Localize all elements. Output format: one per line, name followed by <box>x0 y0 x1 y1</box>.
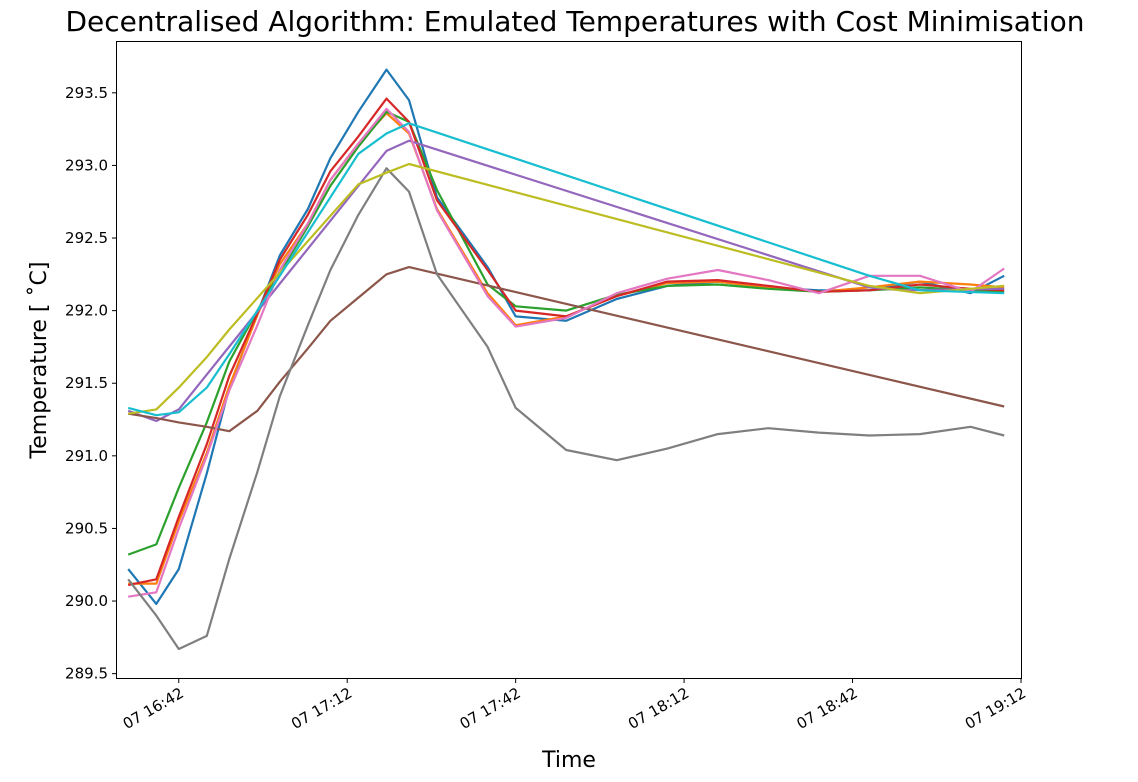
series-lines <box>127 68 1005 651</box>
series-line-1 <box>127 68 1005 606</box>
x-tick-label: 07 17:12 <box>288 684 355 733</box>
series-line-6 <box>128 266 1005 433</box>
y-tick-label: 292.5 <box>65 229 108 247</box>
series-line-2 <box>128 112 1005 585</box>
y-tick-label: 293.0 <box>65 156 108 174</box>
x-tick-label: 07 18:12 <box>625 684 692 733</box>
y-tick-label: 291.5 <box>65 374 108 392</box>
plot-area-frame <box>116 41 1022 679</box>
x-tick-label: 07 17:42 <box>457 684 524 733</box>
series-line-4 <box>127 97 1005 587</box>
y-tick-label: 290.0 <box>65 592 108 610</box>
x-tick-label: 07 16:42 <box>120 684 187 733</box>
x-axis-label: Time <box>541 748 596 773</box>
series-line-10 <box>127 122 1005 417</box>
x-tick-label: 07 18:42 <box>793 684 860 733</box>
series-line-9 <box>128 162 1005 415</box>
series-line-8 <box>127 167 1005 651</box>
chart-title: Decentralised Algorithm: Emulated Temper… <box>65 5 1084 38</box>
series-line-5 <box>127 139 1005 423</box>
y-tick-label: 290.5 <box>65 519 108 537</box>
y-tick-label: 289.5 <box>65 665 108 683</box>
y-axis: 289.5 290.0 290.5 291.0 291.5 292.0 292.5 293.0… <box>65 84 117 683</box>
y-axis-label: Temperature [ ˚C] <box>27 262 52 460</box>
series-line-3 <box>127 110 1005 556</box>
series-line-7 <box>128 107 1005 598</box>
y-tick-label: 293.5 <box>65 84 108 102</box>
y-tick-label: 291.0 <box>65 447 108 465</box>
x-tick-label: 07 19:12 <box>962 684 1029 733</box>
y-tick-label: 292.0 <box>65 302 108 320</box>
x-axis: 07 16:42 07 17:12 07 17:42 07 18:12 07 18:42… <box>120 678 1029 733</box>
